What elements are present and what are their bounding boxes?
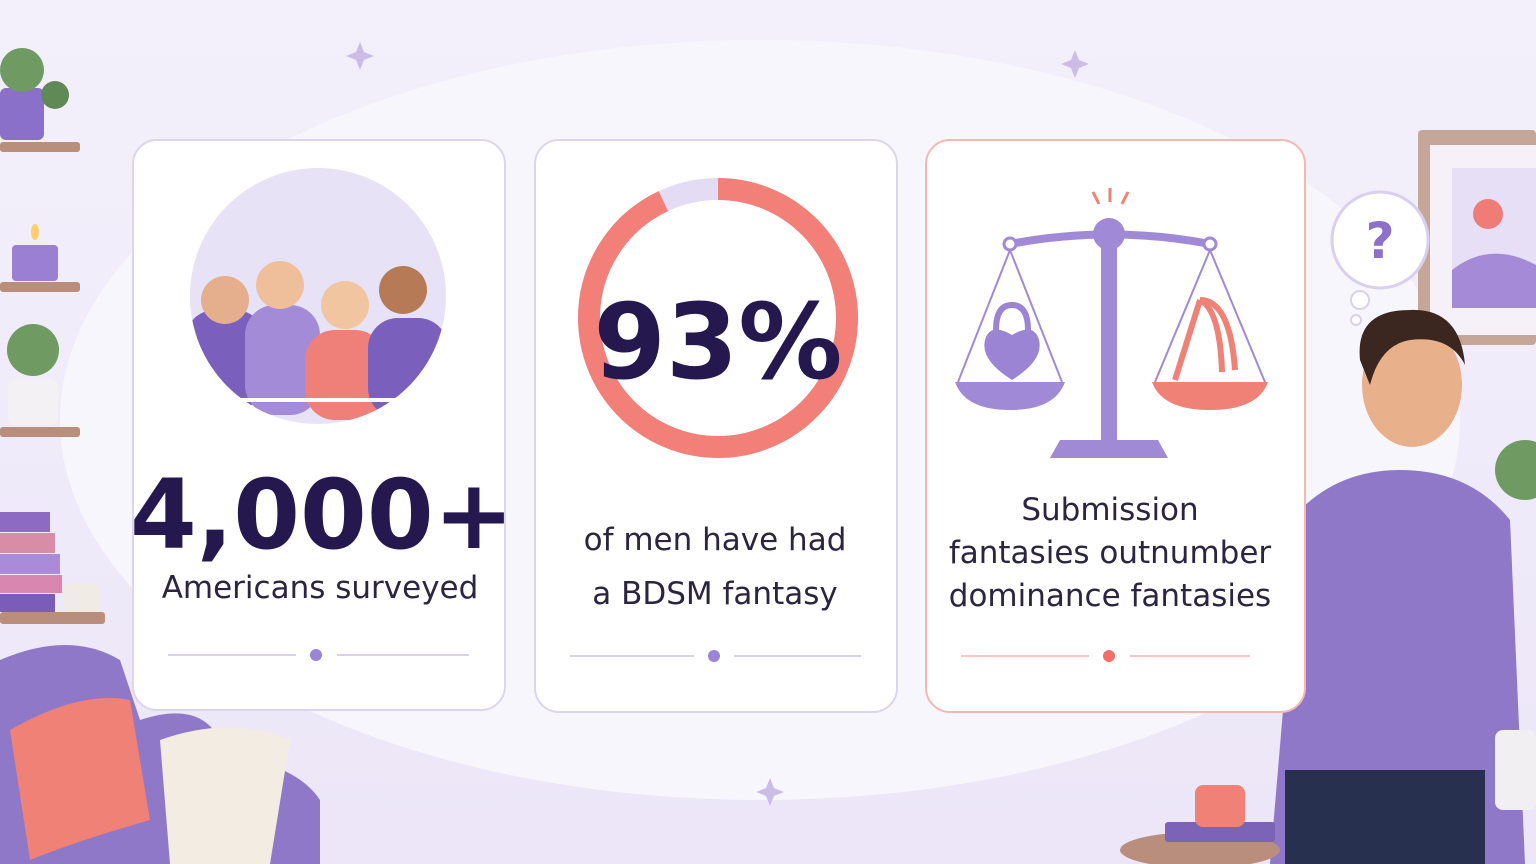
card-divider (168, 649, 469, 661)
caption-line: Submission (1021, 492, 1198, 528)
caption-line: a BDSM fantasy (592, 576, 837, 612)
svg-text:?: ? (1365, 212, 1394, 270)
stat-number: 93% (594, 281, 843, 403)
caption-line: of men have had (584, 522, 847, 558)
stat-number: 4,000+ (130, 459, 514, 571)
card-divider (570, 650, 861, 662)
caption-line: dominance fantasies (949, 578, 1271, 614)
shelf-decor (0, 48, 320, 864)
ring-arc (578, 178, 858, 458)
card-divider (961, 650, 1250, 662)
caption-line: Americans surveyed (162, 570, 479, 606)
card (534, 139, 898, 713)
thinking-man: ? (1120, 130, 1536, 864)
caption-line: fantasies outnumber (949, 535, 1272, 571)
scale-illustration (955, 188, 1268, 458)
sparkles (346, 42, 1089, 806)
